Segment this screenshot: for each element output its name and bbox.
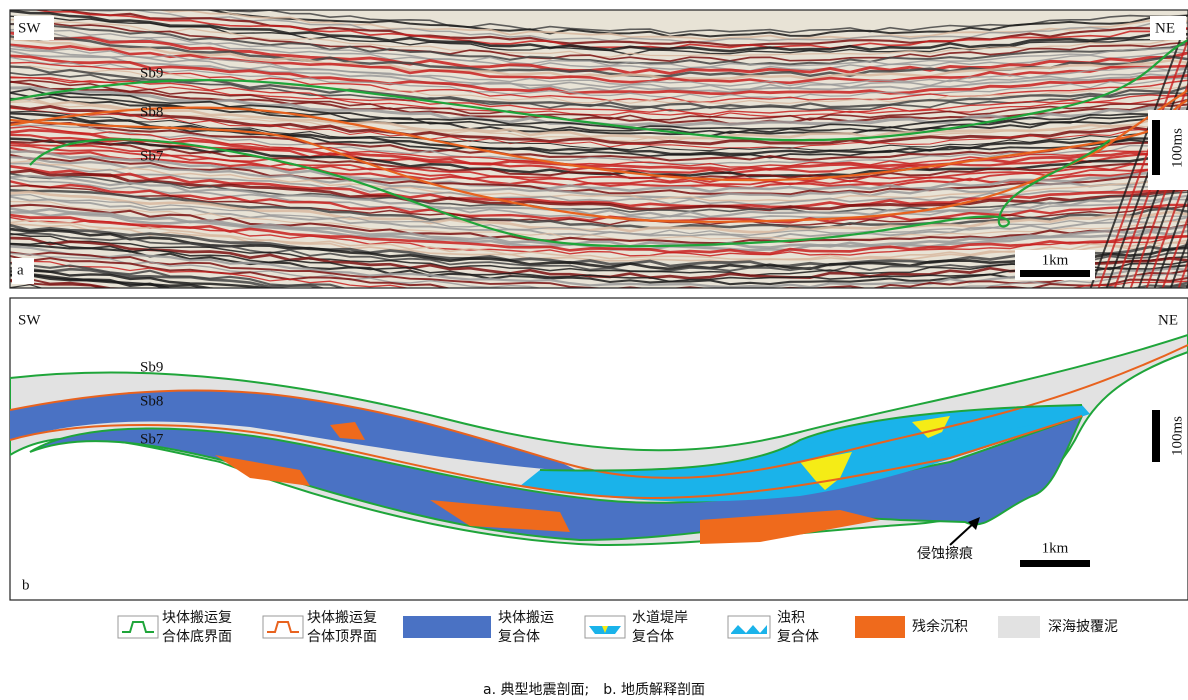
horizontal-scale-bar [1020, 560, 1090, 567]
legend-label: 块体搬运复 [307, 609, 377, 626]
legend [118, 616, 1040, 638]
horizon-label: Sb7 [140, 148, 164, 164]
legend-label: 合体底界面 [162, 629, 232, 645]
legend-swatch [118, 616, 158, 638]
legend-label: 深海披覆泥 [1048, 619, 1118, 635]
legend-swatch [403, 616, 491, 638]
legend-label: 浊积 [777, 610, 805, 626]
legend-label: 合体顶界面 [307, 629, 377, 645]
vertical-scale-bar [1152, 120, 1160, 175]
horizontal-scale-bar [1020, 270, 1090, 277]
horizon-label: Sb8 [140, 104, 163, 120]
vertical-scale-bar [1152, 410, 1160, 462]
legend-label: 块体搬运复 [162, 609, 232, 626]
legend-swatch [855, 616, 905, 638]
legend-label: 水道堤岸 [632, 610, 688, 626]
legend-swatch [728, 616, 770, 638]
legend-swatch [998, 616, 1040, 638]
ne-label: NE [1158, 312, 1178, 328]
ne-label: NE [1155, 20, 1175, 36]
horizon-label: Sb9 [140, 65, 163, 81]
legend-label: 残余沉积 [912, 618, 968, 635]
horizontal-scale-label: 1km [1042, 252, 1069, 268]
legend-label: 复合体 [632, 628, 674, 645]
caption: a. 典型地震剖面; b. 地质解释剖面 [483, 682, 705, 698]
vertical-scale-label: 100ms [1169, 416, 1185, 456]
sw-label: SW [18, 312, 41, 328]
figure: SW NE Sb9 Sb8 Sb7 100ms 1km a SW NE Sb9 … [0, 0, 1188, 700]
legend-label: 复合体 [498, 628, 540, 645]
panel-tag: a [17, 262, 24, 278]
vertical-scale-label: 100ms [1169, 128, 1185, 168]
legend-label: 复合体 [777, 628, 819, 645]
horizon-label: Sb8 [140, 393, 163, 409]
horizon-label: Sb9 [140, 359, 163, 375]
panel-tag: b [22, 577, 30, 593]
legend-label: 块体搬运 [498, 610, 554, 626]
sw-label: SW [18, 20, 41, 36]
horizon-label: Sb7 [140, 431, 164, 447]
page: SW NE Sb9 Sb8 Sb7 100ms 1km a SW NE Sb9 … [0, 0, 1188, 700]
legend-swatch [263, 616, 303, 638]
horizontal-scale-label: 1km [1042, 540, 1069, 556]
annotation: 侵蚀擦痕 [917, 545, 973, 562]
